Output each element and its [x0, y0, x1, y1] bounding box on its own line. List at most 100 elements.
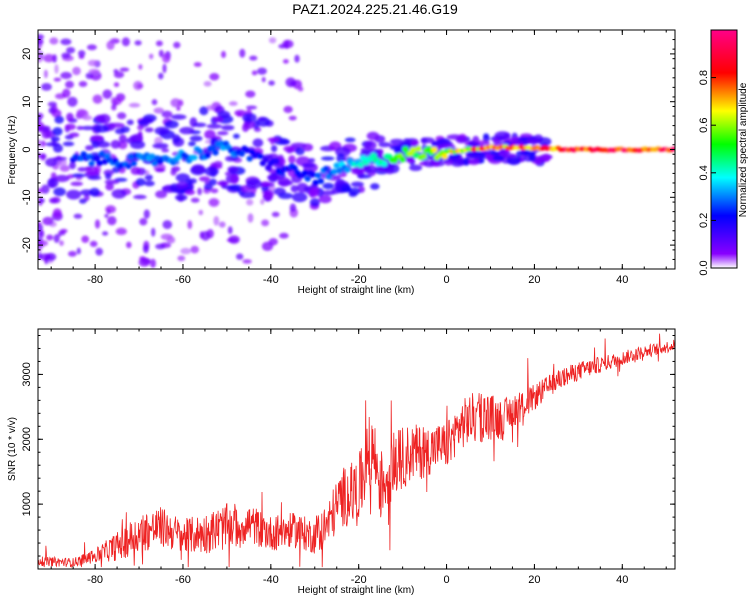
- spectrogram-cell: [225, 155, 236, 162]
- spectrogram-cell: [213, 116, 224, 123]
- spectrogram-cell: [111, 97, 122, 105]
- spectrogram-cell: [479, 152, 486, 161]
- spectrogram-blobs: [38, 34, 675, 268]
- spectrogram-cell: [50, 136, 60, 142]
- spectrogram-cell: [412, 152, 419, 159]
- spectrogram-x-tick-label: 20: [528, 274, 540, 286]
- spectrogram-cell: [670, 146, 675, 151]
- spectrogram-cell: [54, 64, 59, 74]
- spectrogram-cell: [133, 194, 147, 200]
- spectrogram-cell: [40, 140, 46, 147]
- spectrogram-cell: [191, 154, 198, 161]
- spectrogram-y-label: Frequency (Hz): [7, 116, 18, 185]
- spectrogram-cell: [203, 81, 212, 87]
- spectrogram-cell: [161, 148, 170, 153]
- snr-x-tick-label: -20: [351, 574, 367, 586]
- spectrogram-y-ticks: -20 -10 0 10 20: [21, 29, 675, 270]
- spectrogram-cell: [49, 197, 58, 204]
- spectrogram-cell: [271, 145, 278, 153]
- spectrogram-cell: [96, 141, 111, 148]
- spectrogram-cell: [59, 165, 70, 172]
- spectrogram-cell: [283, 105, 293, 114]
- snr-series-line: [38, 333, 675, 568]
- spectrogram-cell: [315, 172, 322, 179]
- snr-y-tick-label: 1000: [21, 492, 33, 516]
- spectrogram-cell: [228, 235, 240, 244]
- spectrogram-cell: [162, 220, 173, 230]
- spectrogram-cell: [39, 198, 45, 203]
- spectrogram-cell: [164, 120, 179, 129]
- spectrogram-cell: [290, 142, 307, 148]
- spectrogram-cell: [289, 80, 297, 87]
- spectrogram-cell: [166, 236, 176, 244]
- spectrogram-cell: [130, 166, 141, 175]
- spectrogram-cell: [261, 241, 274, 251]
- spectrogram-cell: [516, 150, 523, 157]
- spectrogram-cell: [102, 231, 109, 236]
- snr-y-tick-label: 2000: [21, 427, 33, 451]
- spectrogram-cell: [134, 40, 142, 46]
- spectrogram-cell: [92, 94, 103, 104]
- spectrogram-cell: [79, 198, 87, 204]
- spectrogram-cell: [162, 63, 167, 74]
- colorbar-label: Normalized spectral amplitude: [738, 82, 749, 217]
- spectrogram-cell: [191, 164, 206, 174]
- spectrogram-cell: [155, 190, 168, 199]
- spectrogram-cell: [260, 198, 265, 205]
- spectrogram-cell: [282, 59, 289, 64]
- spectrogram-cell: [336, 167, 343, 174]
- spectrogram-cell: [176, 106, 181, 111]
- spectrogram-cell: [113, 71, 125, 79]
- spectrogram-cell: [41, 83, 52, 91]
- spectrogram-cell: [455, 136, 467, 144]
- spectrogram-cell: [142, 244, 149, 254]
- spectrogram-cell: [390, 138, 404, 145]
- spectrogram-cell: [72, 66, 81, 76]
- spectrogram-cell: [175, 194, 188, 201]
- spectrogram-cell: [38, 245, 42, 253]
- spectrogram-cell: [221, 50, 226, 59]
- spectrogram-cell: [227, 226, 233, 235]
- spectrogram-cell: [415, 145, 422, 152]
- spectrogram-cell: [172, 134, 181, 144]
- spectrogram-cell: [88, 68, 100, 75]
- snr-y-ticks: 1000 2000 3000: [21, 334, 675, 557]
- spectrogram-cell: [370, 153, 377, 159]
- spectrogram-cell: [86, 165, 99, 176]
- spectrogram-cell: [344, 137, 356, 143]
- spectrogram-cell: [439, 143, 456, 149]
- spectrogram-cell: [402, 146, 409, 153]
- spectrogram-cell: [267, 173, 279, 183]
- spectrogram-cell: [246, 199, 254, 206]
- spectrogram-cell: [206, 123, 222, 129]
- spectrogram-cell: [294, 54, 300, 63]
- spectrogram-cell: [127, 153, 135, 160]
- spectrogram-cell: [242, 123, 249, 132]
- spectrogram-cell: [528, 154, 536, 162]
- spectrogram-cell: [420, 153, 427, 160]
- spectrogram-cell: [109, 122, 125, 128]
- spectrogram-cell: [304, 175, 311, 182]
- spectrogram-cell: [76, 247, 81, 255]
- spectrogram-cell: [104, 179, 120, 185]
- spectrogram-cell: [125, 163, 132, 170]
- spectrogram-cell: [71, 173, 86, 178]
- spectrogram-cell: [290, 185, 299, 193]
- spectrogram-cell: [67, 96, 78, 107]
- spectrogram-cell: [246, 179, 262, 189]
- spectrogram-cell: [333, 162, 340, 169]
- spectrogram-cell: [209, 145, 216, 152]
- spectrogram-cell: [42, 216, 54, 226]
- spectrogram-cell: [38, 38, 44, 45]
- snr-x-tick-label: -60: [175, 574, 191, 586]
- spectrogram-cell: [52, 54, 57, 63]
- spectrogram-cell: [144, 174, 153, 181]
- spectrogram-cell: [45, 142, 60, 147]
- spectrogram-cell: [188, 141, 196, 147]
- spectrogram-cell: [409, 164, 423, 171]
- spectrogram-cell: [73, 213, 83, 219]
- spectrogram-heatmap: [38, 34, 675, 268]
- spectrogram-cell: [463, 157, 470, 166]
- spectrogram-cell: [90, 135, 104, 141]
- snr-x-tick-label: -80: [87, 574, 103, 586]
